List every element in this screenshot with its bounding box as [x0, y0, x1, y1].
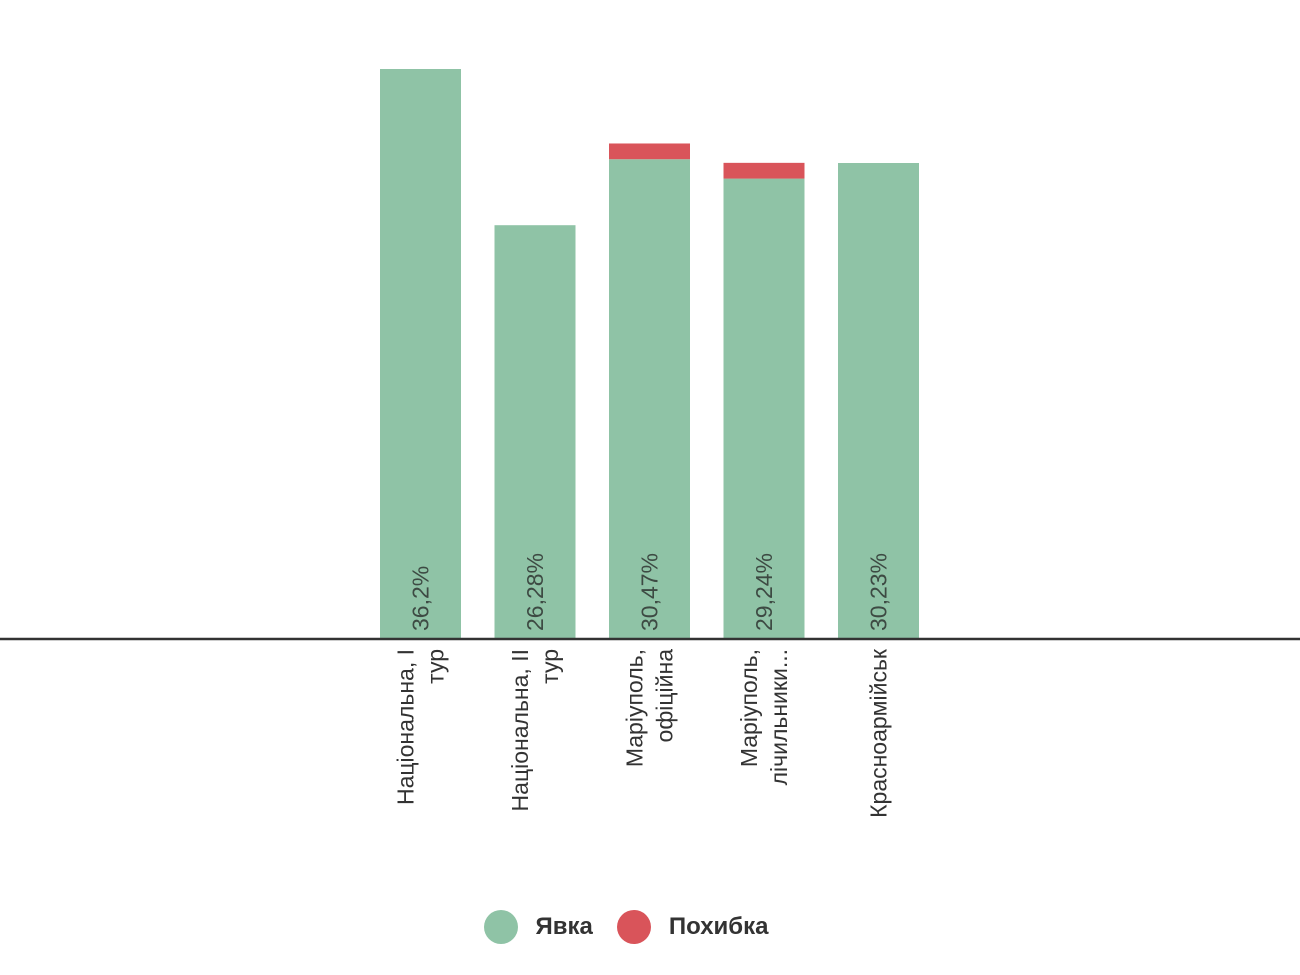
bar-error[interactable]	[609, 143, 690, 160]
bar-turnout[interactable]	[380, 69, 461, 639]
category-label-line: Національна, II	[507, 649, 533, 811]
bar-chart: 36,2% 26,28% 30,47% 29,24% 30,23% Національн…	[0, 69, 1300, 818]
category-label-line: офіційна	[652, 649, 678, 743]
category-label-line: Національна, I	[393, 649, 419, 805]
category-label-line: Маріуполь,	[622, 649, 648, 767]
legend-swatch-turnout	[483, 910, 518, 944]
legend-item-error[interactable]: Похибка	[616, 910, 769, 944]
category-label: Національна, II тур	[507, 649, 563, 811]
category-label: Маріуполь, лічильники...	[736, 649, 792, 785]
category-label-line: Маріуполь,	[736, 649, 762, 767]
legend-label-error: Похибка	[668, 913, 769, 940]
category-label-line: тур	[537, 649, 563, 684]
bar-value-label: 30,47%	[637, 553, 663, 631]
category-label-line: тур	[423, 649, 449, 684]
category-label: Маріуполь, офіційна	[622, 649, 678, 767]
bar-turnout[interactable]	[609, 159, 690, 639]
category-label: Красноармійськ	[866, 648, 892, 818]
legend-label-turnout: Явка	[535, 913, 593, 940]
category-label-line: Красноармійськ	[866, 648, 892, 818]
category-label-line: лічильники...	[766, 649, 792, 785]
bar-value-label: 29,24%	[751, 553, 777, 631]
value-labels-layer: 36,2% 26,28% 30,47% 29,24% 30,23%	[408, 553, 892, 631]
bar-value-label: 36,2%	[408, 566, 434, 631]
legend: Явка Похибка	[0, 905, 1252, 949]
bar-value-label: 30,23%	[866, 553, 892, 631]
bars-layer	[380, 69, 919, 640]
bar-turnout[interactable]	[723, 178, 805, 639]
bar-turnout[interactable]	[838, 163, 919, 640]
legend-swatch-error	[616, 910, 651, 944]
bar-value-label: 26,28%	[522, 553, 548, 631]
bar-turnout[interactable]	[494, 225, 576, 639]
legend-item-turnout[interactable]: Явка	[483, 910, 593, 944]
bar-error[interactable]	[723, 162, 805, 179]
